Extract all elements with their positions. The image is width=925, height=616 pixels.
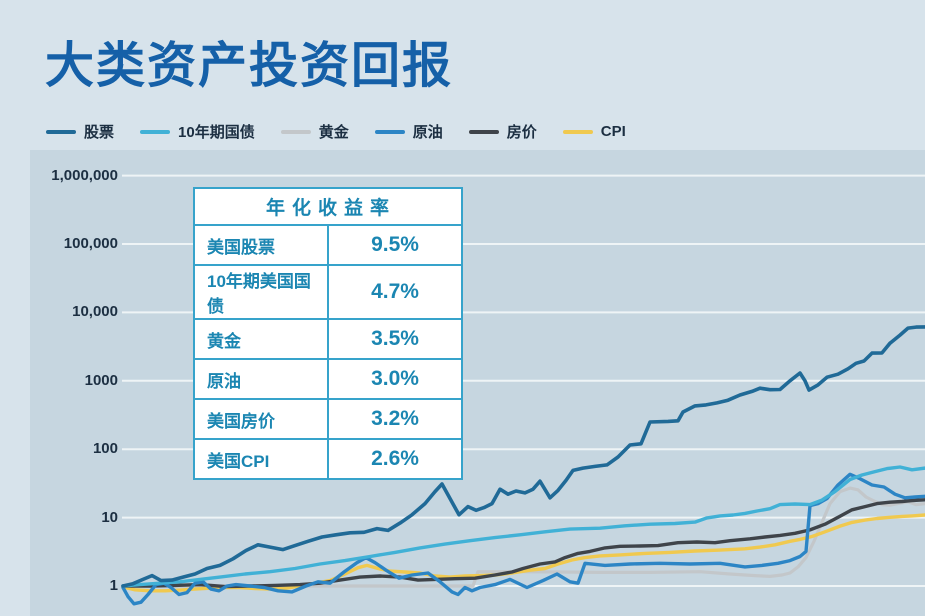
stocks-line-swatch-icon <box>46 129 76 134</box>
table-row: 美国房价 3.2% <box>193 398 463 440</box>
treasury-line-swatch-icon <box>140 129 171 134</box>
page-title: 大类资产投资回报 <box>45 39 454 93</box>
gold-line-swatch-icon <box>280 129 311 134</box>
legend-label: 原油 <box>412 124 443 141</box>
legend-item-housing: 房价 <box>468 121 537 142</box>
asset-label: 原油 <box>193 358 329 400</box>
returns-table: 年化收益率 美国股票 9.5% 10年期美国国债 4.7% 黄金 3.5% 原油… <box>193 187 463 480</box>
table-row: 原油 3.0% <box>193 358 463 400</box>
housing-line-swatch-icon <box>468 129 499 134</box>
asset-return: 3.5% <box>327 318 463 360</box>
legend-item-oil: 原油 <box>374 121 443 142</box>
series-line-stocks <box>121 325 925 588</box>
legend-label: 股票 <box>84 124 115 141</box>
asset-label: 10年期美国国债 <box>193 264 329 320</box>
legend-label: CPI <box>600 123 626 140</box>
asset-return: 3.0% <box>327 358 463 400</box>
table-row: 美国股票 9.5% <box>193 224 463 266</box>
series-line-treasury <box>121 465 925 588</box>
returns-table-header: 年化收益率 <box>193 187 463 226</box>
table-row: 10年期美国国债 4.7% <box>193 264 463 320</box>
y-axis-tick-label: 100,000 <box>63 235 118 252</box>
legend-label: 10年期国债 <box>178 124 255 141</box>
asset-label: 美国房价 <box>193 398 329 440</box>
chart-plot <box>121 174 925 606</box>
asset-return: 4.7% <box>327 264 463 320</box>
table-row: 黄金 3.5% <box>193 318 463 360</box>
cpi-line-swatch-icon <box>562 129 593 134</box>
legend: 股票 10年期国债 黄金 原油 房价 CPI <box>46 121 626 142</box>
asset-return: 9.5% <box>327 224 463 266</box>
y-axis-tick-label: 100 <box>92 440 118 457</box>
asset-return: 2.6% <box>327 438 463 480</box>
asset-label: 黄金 <box>193 318 329 360</box>
y-axis-tick-label: 1000 <box>84 372 118 389</box>
y-axis-tick-label: 10,000 <box>72 303 118 320</box>
legend-label: 黄金 <box>318 124 349 141</box>
table-row: 美国CPI 2.6% <box>193 438 463 480</box>
y-axis-tick-label: 1 <box>109 577 118 594</box>
legend-item-cpi: CPI <box>562 123 626 140</box>
asset-label: 美国股票 <box>193 224 329 266</box>
chart-panel: 1,000,000 100,000 10,000 1000 100 10 1 <box>30 150 925 616</box>
asset-label: 美国CPI <box>193 438 329 480</box>
legend-label: 房价 <box>506 124 537 141</box>
asset-return: 3.2% <box>327 398 463 440</box>
oil-line-swatch-icon <box>374 129 405 134</box>
y-axis-tick-label: 10 <box>101 509 118 526</box>
legend-item-gold: 黄金 <box>280 121 349 142</box>
legend-item-stocks: 股票 <box>46 121 114 142</box>
legend-item-treasury: 10年期国债 <box>140 121 255 142</box>
y-axis-tick-label: 1,000,000 <box>51 167 118 184</box>
